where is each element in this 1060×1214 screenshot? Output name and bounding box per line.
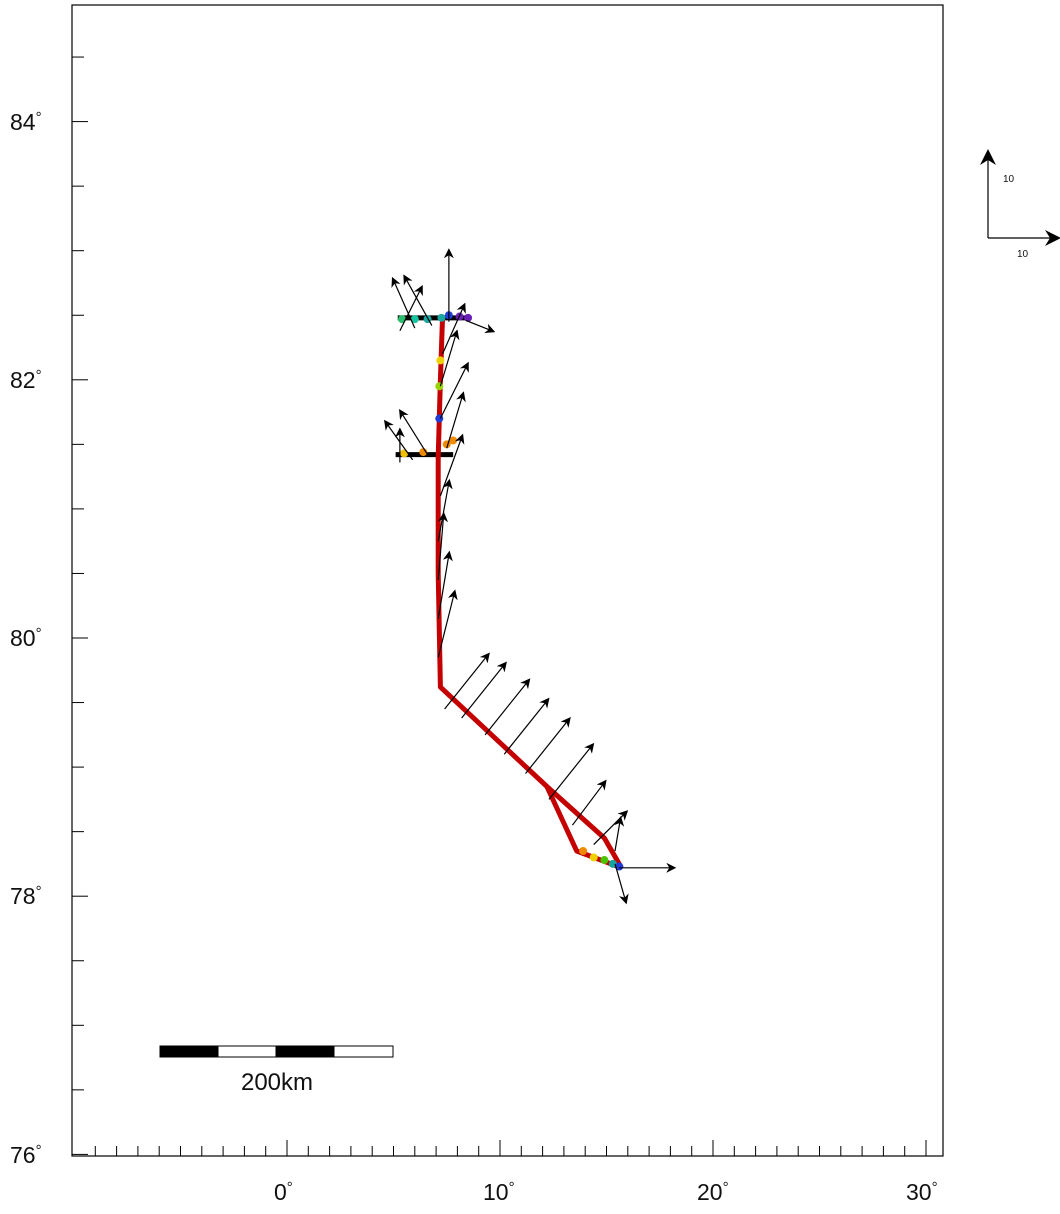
observation-point bbox=[410, 315, 419, 324]
observation-point bbox=[589, 853, 598, 862]
current-vector-arrow bbox=[444, 652, 490, 710]
y-tick-label-76: 76° bbox=[10, 1142, 42, 1168]
ship-track bbox=[435, 317, 623, 871]
y-tick-label-78: 78° bbox=[10, 883, 42, 909]
map-frame bbox=[71, 4, 944, 1157]
current-vector-arrow bbox=[548, 742, 595, 800]
scale-bar-segment-1 bbox=[159, 1045, 219, 1058]
plot-area bbox=[384, 248, 677, 905]
current-vector-arrow bbox=[439, 361, 469, 419]
x-axis-labels: 0° 10° 20° 30° bbox=[274, 1179, 938, 1205]
scale-bar-label: 200km bbox=[241, 1069, 313, 1096]
observation-point bbox=[579, 847, 588, 856]
station-transects bbox=[395, 315, 471, 458]
scale-bar-segment-2 bbox=[217, 1045, 277, 1058]
x-tick-label-20: 20° bbox=[697, 1179, 729, 1205]
observation-point bbox=[600, 856, 609, 865]
current-vectors bbox=[384, 248, 677, 905]
current-vector-arrow bbox=[403, 274, 433, 326]
colored-observation-points bbox=[398, 311, 624, 871]
reference-vector-v-label: 10 bbox=[1003, 174, 1015, 185]
current-vector-arrow bbox=[441, 302, 466, 355]
x-tick-label-30: 30° bbox=[906, 1179, 938, 1205]
current-vector-arrow bbox=[446, 391, 466, 449]
observation-point bbox=[435, 382, 444, 391]
y-tick-label-82: 82° bbox=[10, 367, 42, 393]
current-vector-arrow bbox=[503, 697, 550, 755]
y-tick-label-84: 84° bbox=[10, 109, 42, 135]
current-vector-arrow bbox=[399, 284, 423, 332]
observation-point bbox=[436, 356, 445, 365]
current-vector-arrow bbox=[384, 419, 414, 461]
x-tick-label-10: 10° bbox=[483, 1179, 515, 1205]
reference-vector-u-label: 10 bbox=[1017, 249, 1029, 260]
observation-point bbox=[608, 859, 617, 868]
current-vector-arrow bbox=[437, 511, 449, 580]
current-vector-arrow bbox=[461, 661, 507, 719]
current-vector-arrow bbox=[399, 408, 429, 455]
observation-point bbox=[398, 315, 407, 324]
current-vector-arrow bbox=[391, 276, 416, 329]
y-tick-label-80: 80° bbox=[10, 625, 42, 651]
current-vector-arrow bbox=[437, 550, 453, 619]
current-vector-arrow bbox=[437, 589, 458, 658]
current-vector-arrow bbox=[465, 319, 496, 334]
current-vector-arrow bbox=[439, 329, 460, 387]
observation-point bbox=[400, 449, 409, 458]
observation-point bbox=[437, 313, 446, 322]
y-axis-ticks bbox=[72, 56, 88, 1155]
scale-bar-segment-3 bbox=[275, 1045, 335, 1058]
current-vector-arrow bbox=[525, 716, 571, 774]
observation-point bbox=[464, 313, 473, 322]
scale-bar-segment-4 bbox=[333, 1045, 394, 1058]
current-vector-arrow bbox=[614, 863, 629, 905]
current-vector-arrow bbox=[571, 779, 607, 826]
current-vector-arrow bbox=[614, 816, 625, 852]
x-tick-label-0: 0° bbox=[274, 1179, 293, 1205]
scale-bar: 200km bbox=[159, 1045, 394, 1096]
current-vector-arrow bbox=[484, 678, 531, 736]
ship-track-branch bbox=[545, 784, 624, 870]
observation-point bbox=[615, 862, 624, 871]
x-axis-ticks bbox=[94, 1140, 927, 1156]
current-vector-arrow bbox=[593, 810, 629, 845]
current-vector-arrow bbox=[437, 478, 453, 542]
reference-vector-legend: 10 10 bbox=[980, 149, 1060, 260]
y-axis-labels: 76° 78° 80° 82° 84° bbox=[10, 109, 42, 1168]
